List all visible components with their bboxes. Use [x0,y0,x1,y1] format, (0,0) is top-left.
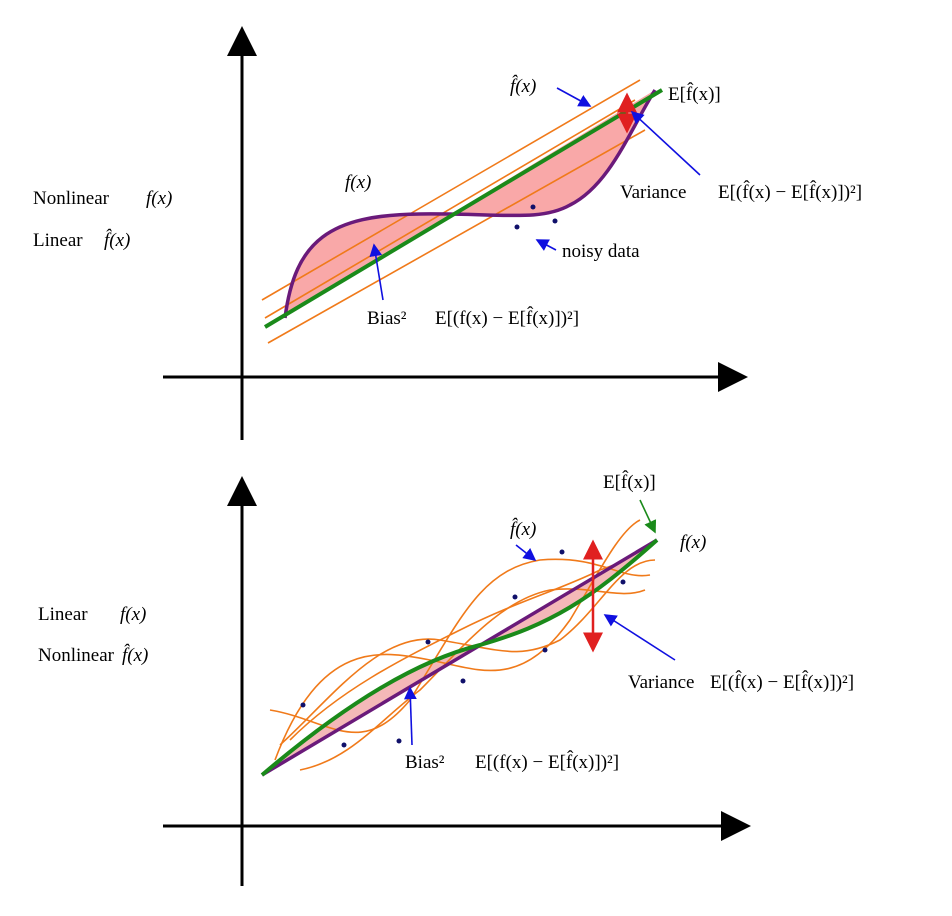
expected-label: E[f̂(x)] [603,470,656,493]
pointer [403,686,417,746]
estimate-curve [274,519,641,761]
true-function [261,538,658,777]
model-function: f(x) [120,604,146,625]
expected-label: E[f̂(x)] [668,82,721,105]
pointer [535,239,557,251]
estimate-line [264,99,636,319]
model-label: Linear [38,604,88,625]
data-point [425,639,431,645]
data-point [552,218,558,224]
variance-label: Variance [628,672,694,693]
data-point [512,594,518,600]
data-point [559,549,565,555]
true-function [283,89,657,319]
pointer [603,614,676,661]
model-function: f̂(x) [104,229,130,251]
bias-label: Bias² [405,752,445,773]
top-panel: Nonlinear f(x) Linear f̂(x) f(x) f̂(x) E… [33,26,862,440]
function-label: f(x) [345,172,371,193]
data-point [341,742,347,748]
pointer [556,87,592,107]
data-point [396,738,402,744]
variance-formula: E[(f̂(x) − E[f̂(x)])²] [710,670,854,693]
pointer [630,110,701,176]
bottom-panel: Linear f(x) Nonlinear f̂(x) E[f̂(x)] f̂(… [38,470,854,886]
estimate-label: f̂(x) [510,518,536,540]
noisy-label: noisy data [562,241,640,262]
expected-estimate [263,88,664,329]
bias-formula: E[(f(x) − E[f̂(x)])²] [475,750,619,773]
data-point [514,224,520,230]
variance-formula: E[(f̂(x) − E[f̂(x)])²] [718,180,862,203]
bias-formula: E[(f(x) − E[f̂(x)])²] [435,306,579,329]
model-function: f̂(x) [122,644,148,666]
pointer [639,499,657,534]
pointer [369,243,384,301]
data-point [530,204,536,210]
model-label: Nonlinear [38,645,115,666]
bias-label: Bias² [367,308,407,329]
pointer [515,544,537,561]
model-label: Linear [33,230,83,251]
function-label: f(x) [680,532,706,553]
data-point [460,678,466,684]
variance-label: Variance [620,182,686,203]
estimate-line [267,129,646,344]
model-function: f(x) [146,188,172,209]
estimate-label: f̂(x) [510,75,536,97]
model-label: Nonlinear [33,188,110,209]
data-point [300,702,306,708]
estimate-line [261,79,641,301]
data-point [620,579,626,585]
data-point [542,647,548,653]
